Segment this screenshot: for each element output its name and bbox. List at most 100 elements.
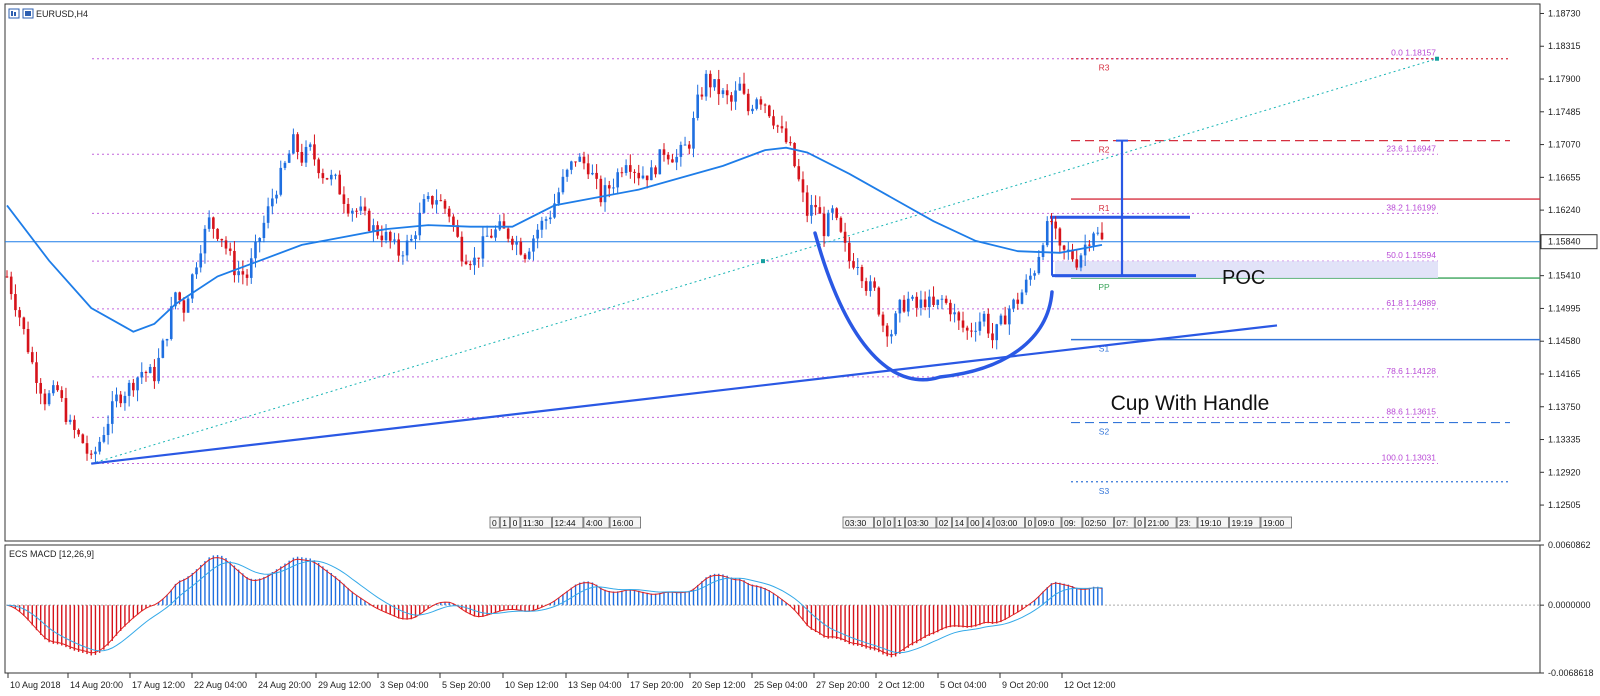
symbol-title: EURUSD,H4 (8, 8, 88, 19)
candle-body (241, 271, 245, 275)
y-tick-label: 1.17070 (1548, 140, 1581, 150)
y-tick-label: 1.13335 (1548, 435, 1581, 445)
session-label: 19:00 (1263, 518, 1285, 528)
y-tick-label: 1.12505 (1548, 500, 1581, 510)
candle-body (384, 231, 388, 241)
session-label: 0 (887, 518, 892, 528)
candle-body (620, 172, 624, 174)
candle-body (797, 166, 801, 180)
candle-body (515, 241, 518, 245)
candle-body (334, 174, 337, 176)
candle-body (692, 117, 695, 149)
candle-body (683, 144, 687, 146)
candle-body (944, 298, 948, 303)
candle-body (805, 192, 809, 216)
candle-body (751, 108, 754, 112)
candle-body (422, 199, 426, 213)
candle-body (1008, 308, 1011, 325)
macd-main-line (6, 557, 1103, 656)
candle-body (831, 208, 834, 213)
candle-body (161, 340, 165, 358)
candle-body (317, 159, 320, 174)
candle-body (599, 178, 603, 203)
session-box (1114, 516, 1135, 529)
candle-body (26, 328, 30, 353)
candle-body (174, 292, 177, 307)
candle-body (447, 208, 451, 217)
candle-body (1092, 233, 1095, 246)
candle-body (35, 362, 38, 383)
candle-body (388, 231, 392, 241)
candle-body (426, 195, 430, 200)
candle-body (700, 94, 704, 97)
candle-body (890, 334, 893, 337)
session-label: 02 (939, 518, 949, 528)
candle-body (755, 99, 758, 109)
candle-body (894, 313, 897, 335)
candle-body (68, 419, 72, 422)
candle-body (1096, 232, 1100, 234)
y-tick-label: 1.16240 (1548, 205, 1581, 215)
y-tick-label: 1.12920 (1548, 467, 1581, 477)
candle-body (553, 203, 556, 218)
x-tick-label: 9 Oct 20:00 (1002, 680, 1049, 690)
candle-body (730, 95, 733, 102)
candle-body (355, 210, 358, 212)
candle-body (266, 206, 270, 223)
candle-body (254, 241, 257, 259)
candle-body (249, 258, 253, 278)
candle-body (338, 174, 342, 195)
candle-body (207, 217, 211, 229)
candle-body (1012, 299, 1015, 309)
candle-body (1020, 292, 1024, 304)
session-label: 00 (970, 518, 980, 528)
candle-body (885, 325, 889, 337)
candle-body (932, 296, 935, 305)
x-tick-label: 3 Sep 04:00 (380, 680, 429, 690)
y-tick-label: 1.15410 (1548, 271, 1581, 281)
candle-body (961, 320, 965, 328)
candle-body (153, 366, 156, 382)
candle-body (43, 393, 47, 405)
session-label: 09: (1064, 518, 1076, 528)
y-tick-label: 1.18315 (1548, 41, 1581, 51)
price-axis: 1.18730 1.18315 1.17900 1.17485 1.17070 1.166… (1540, 8, 1598, 510)
session-label: 0 (1137, 518, 1142, 528)
candle-body (439, 200, 443, 202)
poc-band (1055, 261, 1438, 279)
session-label: 1 (897, 518, 902, 528)
y-tick-label: 1.14580 (1548, 336, 1581, 346)
x-tick-label: 25 Sep 04:00 (754, 680, 808, 690)
candle-body (574, 161, 577, 163)
candle-body (848, 242, 851, 262)
candle-body (477, 257, 480, 259)
candle-body (325, 178, 329, 180)
candle-body (704, 73, 708, 97)
pivot-label: R3 (1099, 63, 1110, 73)
x-tick-label: 12 Oct 12:00 (1064, 680, 1116, 690)
candle-body (666, 154, 670, 160)
session-label: 07: (1116, 518, 1128, 528)
candle-body (380, 235, 384, 241)
trend-drawings[interactable] (91, 56, 1439, 465)
candle-body (64, 398, 68, 422)
candle-body (460, 236, 464, 262)
candle-body (923, 299, 927, 308)
candle-body (746, 93, 750, 112)
session-label: 1 (502, 518, 507, 528)
candle-body (494, 229, 497, 238)
x-tick-label: 17 Aug 12:00 (132, 680, 185, 690)
candle-body (363, 206, 367, 211)
candle-body (527, 251, 531, 259)
candle-body (60, 390, 64, 399)
candle-body (671, 159, 674, 163)
candle-body (763, 104, 767, 106)
pivot-label: S2 (1099, 427, 1110, 437)
candle-body (679, 144, 683, 157)
candle-body (468, 264, 472, 266)
macd-signal-line (6, 560, 1102, 654)
macd-tick-label: -0.0068618 (1548, 668, 1594, 678)
candle-body (919, 299, 923, 308)
